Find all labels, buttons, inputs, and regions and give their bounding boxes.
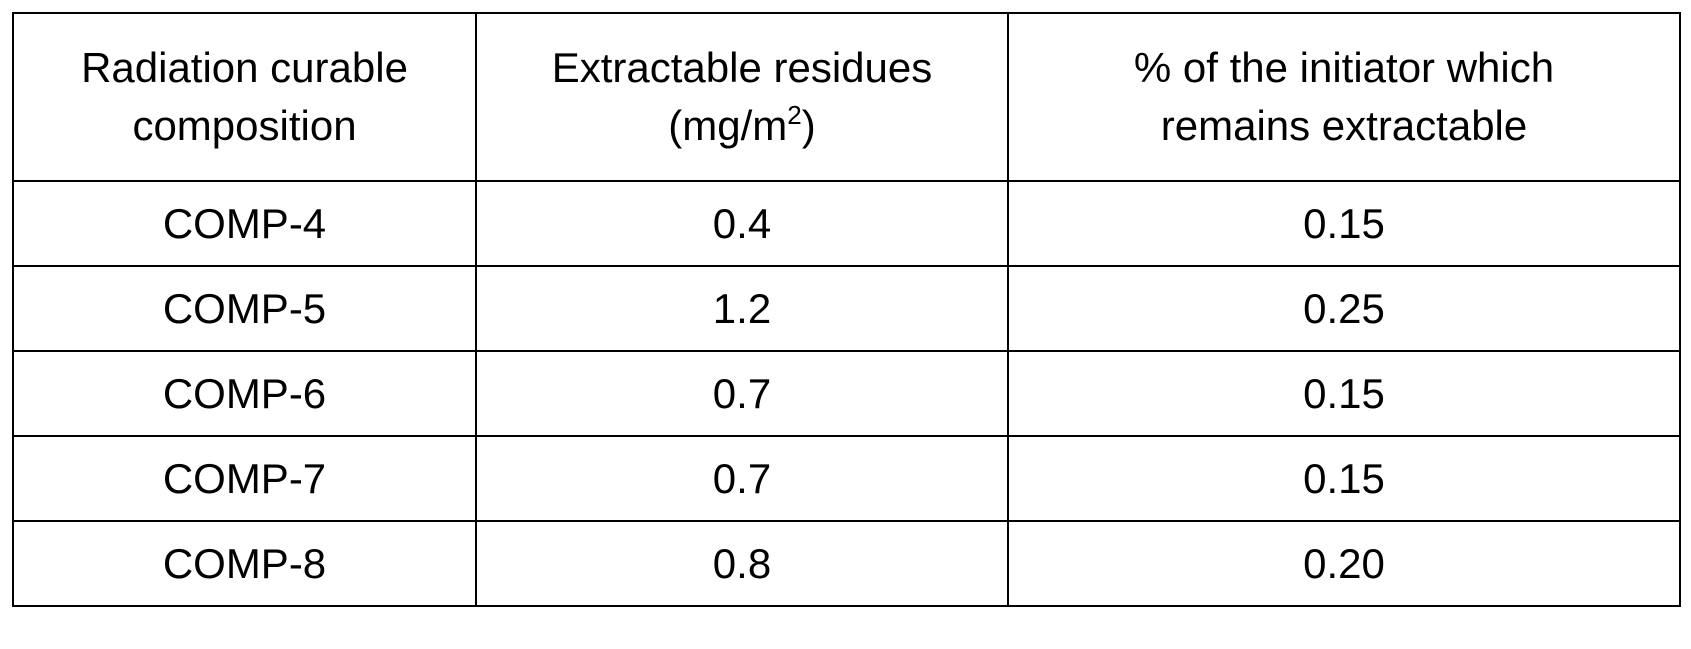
table-row: COMP-5 1.2 0.25 (13, 266, 1680, 351)
header-extractable-residues: Extractable residues (mg/m2) (476, 13, 1008, 181)
header-unit-close: ) (802, 102, 816, 149)
header-initiator-extractable-line1: % of the initiator which (1009, 39, 1679, 97)
table-row: COMP-7 0.7 0.15 (13, 436, 1680, 521)
cell-composition: COMP-6 (13, 351, 476, 436)
cell-extractable-residues: 0.7 (476, 351, 1008, 436)
cell-composition: COMP-8 (13, 521, 476, 606)
cell-initiator-percent: 0.15 (1008, 181, 1680, 266)
cell-initiator-percent: 0.15 (1008, 351, 1680, 436)
header-composition-line2: composition (14, 97, 475, 155)
header-extractable-residues-line1: Extractable residues (477, 39, 1007, 97)
table-row: COMP-4 0.4 0.15 (13, 181, 1680, 266)
header-unit-superscript: 2 (787, 100, 801, 130)
cell-initiator-percent: 0.25 (1008, 266, 1680, 351)
cell-extractable-residues: 0.4 (476, 181, 1008, 266)
results-table-container: Radiation curable composition Extractabl… (12, 12, 1681, 607)
header-unit-text: (mg/m (668, 102, 787, 149)
header-initiator-extractable-line2: remains extractable (1009, 97, 1679, 155)
header-composition: Radiation curable composition (13, 13, 476, 181)
cell-extractable-residues: 0.7 (476, 436, 1008, 521)
cell-extractable-residues: 1.2 (476, 266, 1008, 351)
table-row: COMP-6 0.7 0.15 (13, 351, 1680, 436)
header-composition-line1: Radiation curable (14, 39, 475, 97)
cell-composition: COMP-7 (13, 436, 476, 521)
header-initiator-extractable: % of the initiator which remains extract… (1008, 13, 1680, 181)
cell-initiator-percent: 0.20 (1008, 521, 1680, 606)
cell-initiator-percent: 0.15 (1008, 436, 1680, 521)
cell-composition: COMP-4 (13, 181, 476, 266)
extractables-table: Radiation curable composition Extractabl… (12, 12, 1681, 607)
cell-extractable-residues: 0.8 (476, 521, 1008, 606)
cell-composition: COMP-5 (13, 266, 476, 351)
header-row: Radiation curable composition Extractabl… (13, 13, 1680, 181)
table-row: COMP-8 0.8 0.20 (13, 521, 1680, 606)
header-extractable-residues-line2: (mg/m2) (477, 97, 1007, 155)
